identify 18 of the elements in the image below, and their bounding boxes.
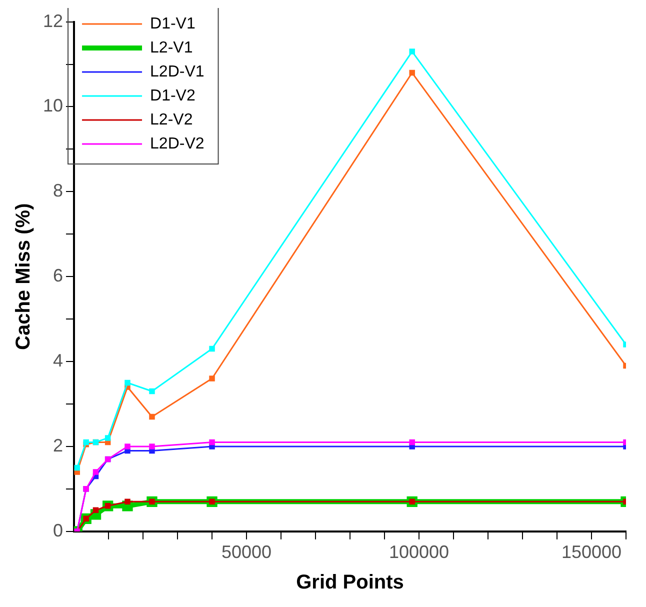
x-tick-label: 50000	[221, 542, 272, 562]
legend-label: L2D-V2	[150, 135, 204, 152]
legend-label: L2-V1	[150, 39, 193, 56]
y-tick-label: 8	[53, 180, 64, 201]
y-tick-label: 12	[42, 10, 64, 31]
y-axis-title: Cache Miss (%)	[12, 203, 35, 350]
x-tick-label: 100000	[388, 542, 450, 562]
x-tick-label: 150000	[561, 542, 622, 562]
y-tick-label: 4	[53, 350, 64, 370]
y-tick-label: 2	[53, 435, 64, 456]
legend-label: D1-V2	[150, 87, 196, 104]
y-tick-label: 6	[53, 266, 64, 286]
y-tick-label: 10	[42, 96, 64, 116]
legend-label: L2-V2	[150, 111, 193, 128]
y-tick-label: 0	[53, 520, 64, 540]
legend-label: D1-V1	[150, 15, 196, 32]
x-axis-title: Grid Points	[296, 572, 404, 594]
legend-label: L2D-V1	[150, 63, 204, 80]
